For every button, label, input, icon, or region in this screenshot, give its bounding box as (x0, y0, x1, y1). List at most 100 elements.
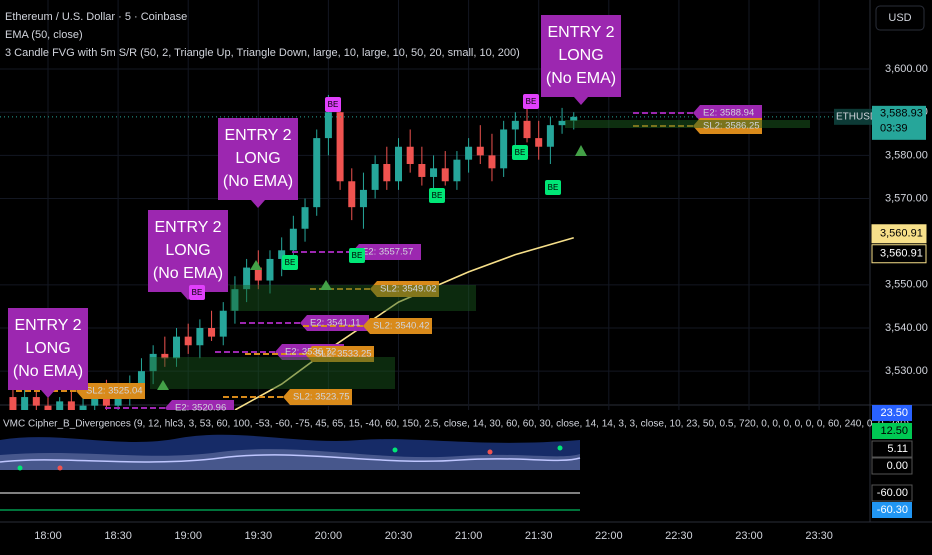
osc-level-tag (871, 440, 913, 458)
osc-level-label: -60.00 (877, 487, 908, 499)
y-tick-label: 3,600.00 (885, 63, 928, 75)
symbol-title: Ethereum / U.S. Dollar · 5 · Coinbase (5, 11, 187, 23)
candle-body (476, 146, 484, 156)
y-tick-label: 3,570.00 (885, 192, 928, 204)
candle-body (32, 397, 40, 406)
level-label: E2: 3541.11 (310, 318, 361, 329)
candle-body (21, 397, 29, 410)
osc-level-tag (871, 457, 913, 475)
be-label: BE (432, 191, 443, 200)
candle-body (465, 146, 473, 160)
entry-text: (No EMA) (546, 70, 616, 87)
level-tag (305, 346, 374, 362)
candle-body (196, 328, 204, 346)
candle-body (371, 164, 379, 190)
candle-body (149, 353, 157, 372)
be-tag (189, 285, 205, 300)
osc-level-label: 12.50 (880, 425, 908, 437)
entry-text: (No EMA) (13, 363, 83, 380)
x-tick-label: 19:00 (174, 530, 202, 542)
level-label: SL2: 3540.42 (373, 321, 430, 332)
symbol-tag-label: ETHUSD (836, 111, 877, 122)
candle-body (383, 164, 391, 182)
dot (557, 445, 563, 451)
last-price-tag (872, 105, 926, 140)
candle-body (511, 120, 519, 130)
candle-body (324, 112, 332, 139)
candle-body (453, 159, 461, 182)
x-tick-label: 22:00 (595, 530, 623, 542)
level-label: E2: 3588.94 (703, 108, 754, 119)
y-tick-label: 3,580.00 (885, 149, 928, 161)
ema-price-label: 3,560.91 (880, 248, 923, 260)
candle-body (44, 405, 52, 410)
be-label: BE (285, 258, 296, 267)
candle-body (137, 371, 145, 385)
candle-body (546, 125, 554, 147)
level-tag (693, 105, 762, 121)
osc-title-bg (0, 415, 865, 431)
y-tick-label: 3,540.00 (885, 322, 928, 334)
wave-line (0, 454, 581, 463)
candle-body (500, 129, 508, 169)
entry-pointer (574, 97, 588, 105)
ema-price-label: 3,560.91 (880, 228, 923, 240)
entry-pointer (41, 390, 55, 398)
level-tag (363, 318, 432, 334)
entry-text: ENTRY 2 (225, 127, 292, 144)
x-tick-label: 19:30 (245, 530, 273, 542)
currency[interactable]: USD (888, 12, 911, 24)
be-tag (512, 145, 528, 160)
candle-body (79, 405, 87, 410)
level-label: SL2: 3523.75 (293, 392, 350, 403)
osc-level-label: 0.00 (887, 460, 908, 472)
entry-text: (No EMA) (153, 265, 223, 282)
osc-level-label: -60.30 (877, 504, 908, 516)
x-tick-label: 23:30 (805, 530, 833, 542)
fvg-box (565, 120, 810, 128)
be-label: BE (548, 183, 559, 192)
last-price-label: 3,588.93 (880, 108, 923, 120)
x-tick-label: 21:30 (525, 530, 553, 542)
be-tag (523, 94, 539, 109)
candle-body (208, 328, 216, 337)
entry-text: LONG (558, 47, 603, 64)
level-label: SL2: 3533.25 (315, 349, 372, 360)
x-tick-label: 18:30 (104, 530, 132, 542)
candle-body (114, 397, 122, 406)
candle-body (91, 392, 99, 406)
currency-button[interactable] (875, 5, 925, 31)
candle-body (488, 155, 496, 169)
candle-body (418, 164, 426, 177)
entry-box (218, 118, 298, 200)
dot (57, 465, 63, 471)
be-tag (325, 97, 341, 112)
candle-body (535, 138, 543, 147)
y-tick-label: 3,550.00 (885, 279, 928, 291)
candle-body (173, 336, 181, 359)
wave-area (0, 449, 580, 470)
candle-body (558, 120, 566, 126)
be-label: BE (192, 288, 203, 297)
fvg-box (150, 357, 395, 389)
level-label: E2: 3557.57 (362, 247, 413, 258)
osc-level-tag (872, 502, 912, 518)
x-tick-label: 21:00 (455, 530, 483, 542)
level-label: SL2: 3586.25 (703, 121, 760, 132)
dot (17, 465, 23, 471)
y-tick-label: 3,530.00 (885, 365, 928, 377)
osc-level-tag (872, 423, 912, 439)
candle-body (102, 392, 110, 406)
dot (392, 447, 398, 453)
entry-text: LONG (25, 340, 70, 357)
level-tag (283, 389, 352, 405)
candle-body (161, 353, 169, 359)
level-tag (165, 400, 234, 410)
candle-body (523, 120, 531, 139)
level-label: SL2: 3549.02 (380, 284, 437, 295)
be-tag (429, 188, 445, 203)
candle-body (430, 168, 438, 177)
level-label: SL2: 3525.04 (86, 386, 143, 397)
entry-text: LONG (235, 150, 280, 167)
